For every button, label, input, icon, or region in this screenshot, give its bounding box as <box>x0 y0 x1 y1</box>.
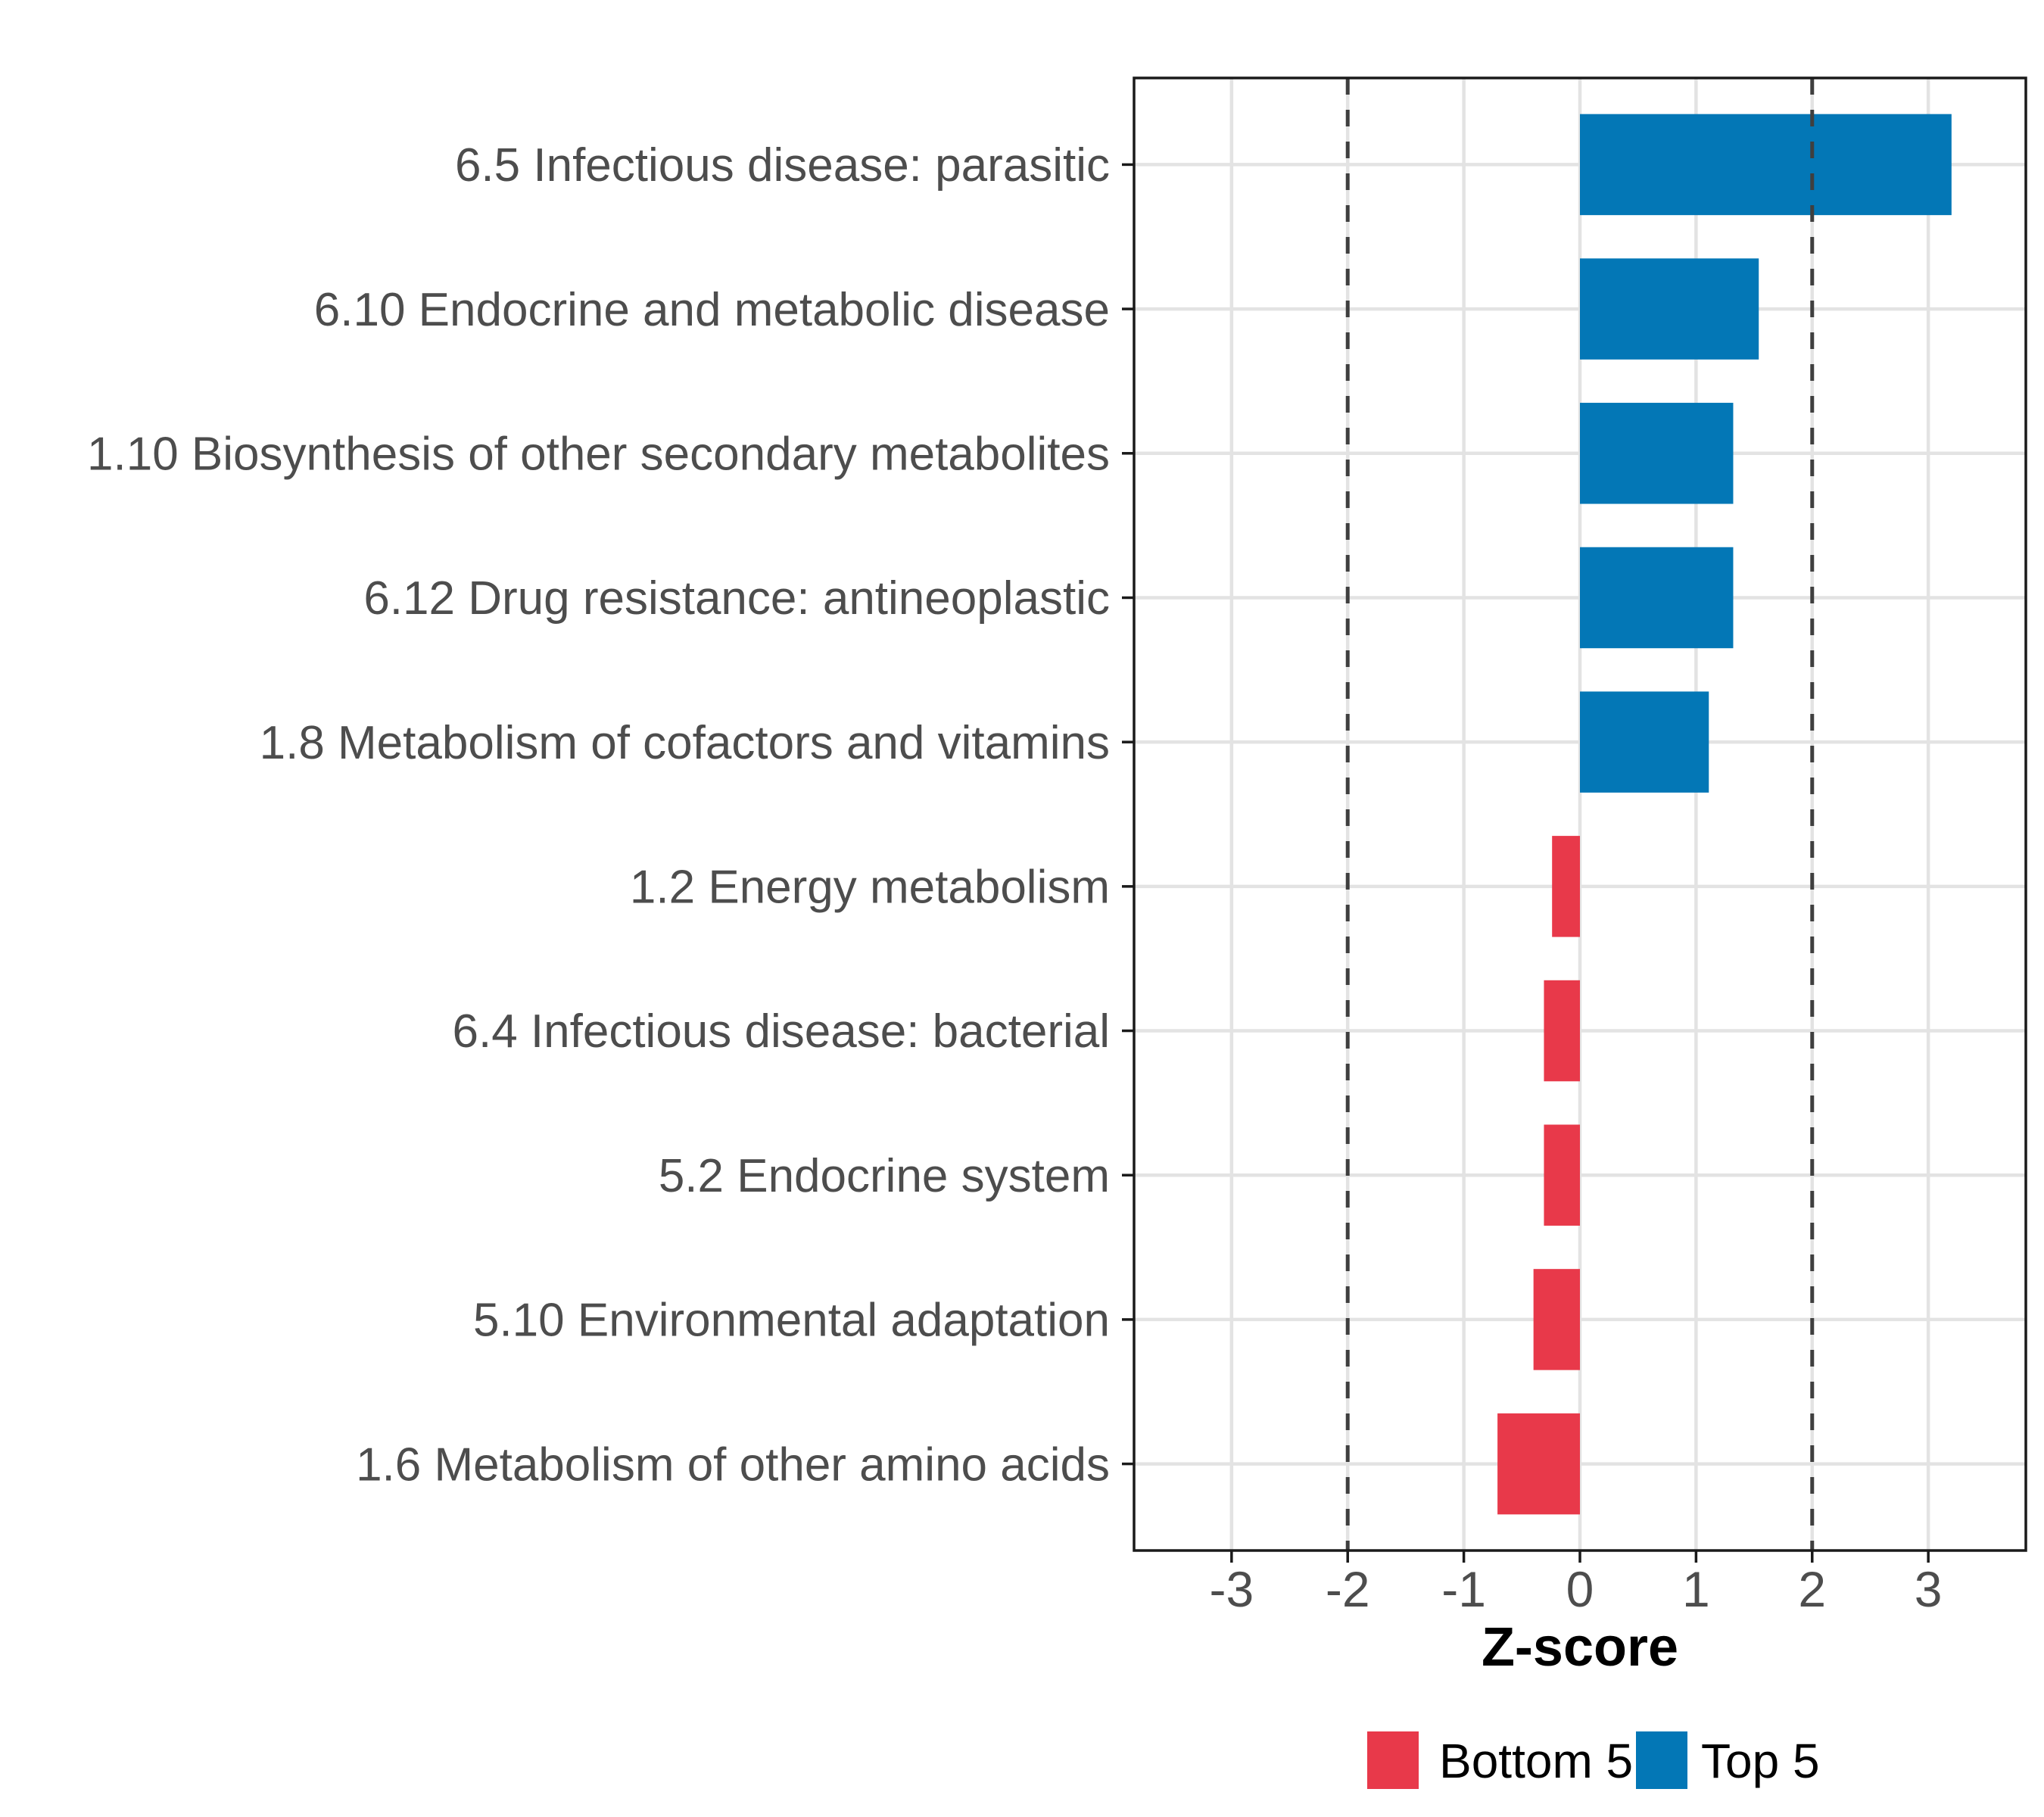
x-tick-label: -2 <box>1326 1561 1370 1617</box>
bar <box>1580 547 1734 649</box>
bar <box>1533 1269 1580 1370</box>
category-label: 6.10 Endocrine and metabolic disease <box>314 284 1110 336</box>
category-label: 1.10 Biosynthesis of other secondary met… <box>87 428 1110 480</box>
category-label: 1.8 Metabolism of cofactors and vitamins <box>260 717 1110 769</box>
x-tick-label: -1 <box>1441 1561 1486 1617</box>
legend-swatch-top5 <box>1636 1731 1687 1789</box>
x-tick-label: 2 <box>1798 1561 1826 1617</box>
bar <box>1552 836 1580 937</box>
bar <box>1580 258 1759 360</box>
category-label: 5.10 Environmental adaptation <box>473 1295 1110 1347</box>
x-tick-label: 0 <box>1566 1561 1594 1617</box>
bar <box>1497 1413 1580 1515</box>
bar <box>1580 691 1709 793</box>
category-label: 5.2 Endocrine system <box>659 1150 1110 1202</box>
bar <box>1580 114 1952 216</box>
bar <box>1544 980 1580 1082</box>
bar <box>1580 403 1734 504</box>
bar <box>1544 1124 1580 1226</box>
x-tick-label: 3 <box>1915 1561 1943 1617</box>
legend-swatch-bottom5 <box>1367 1731 1419 1789</box>
legend-label-top5: Top 5 <box>1701 1734 1820 1788</box>
legend-label-bottom5: Bottom 5 <box>1439 1734 1633 1788</box>
category-label: 1.6 Metabolism of other amino acids <box>356 1438 1110 1491</box>
x-axis-title: Z-score <box>1482 1617 1678 1678</box>
category-label: 6.4 Infectious disease: bacterial <box>452 1005 1110 1058</box>
category-label: 1.2 Energy metabolism <box>630 862 1110 914</box>
category-label: 6.5 Infectious disease: parasitic <box>455 139 1110 192</box>
category-label: 6.12 Drug resistance: antineoplastic <box>363 572 1110 625</box>
x-tick-label: 1 <box>1682 1561 1710 1617</box>
x-tick-label: -3 <box>1210 1561 1254 1617</box>
